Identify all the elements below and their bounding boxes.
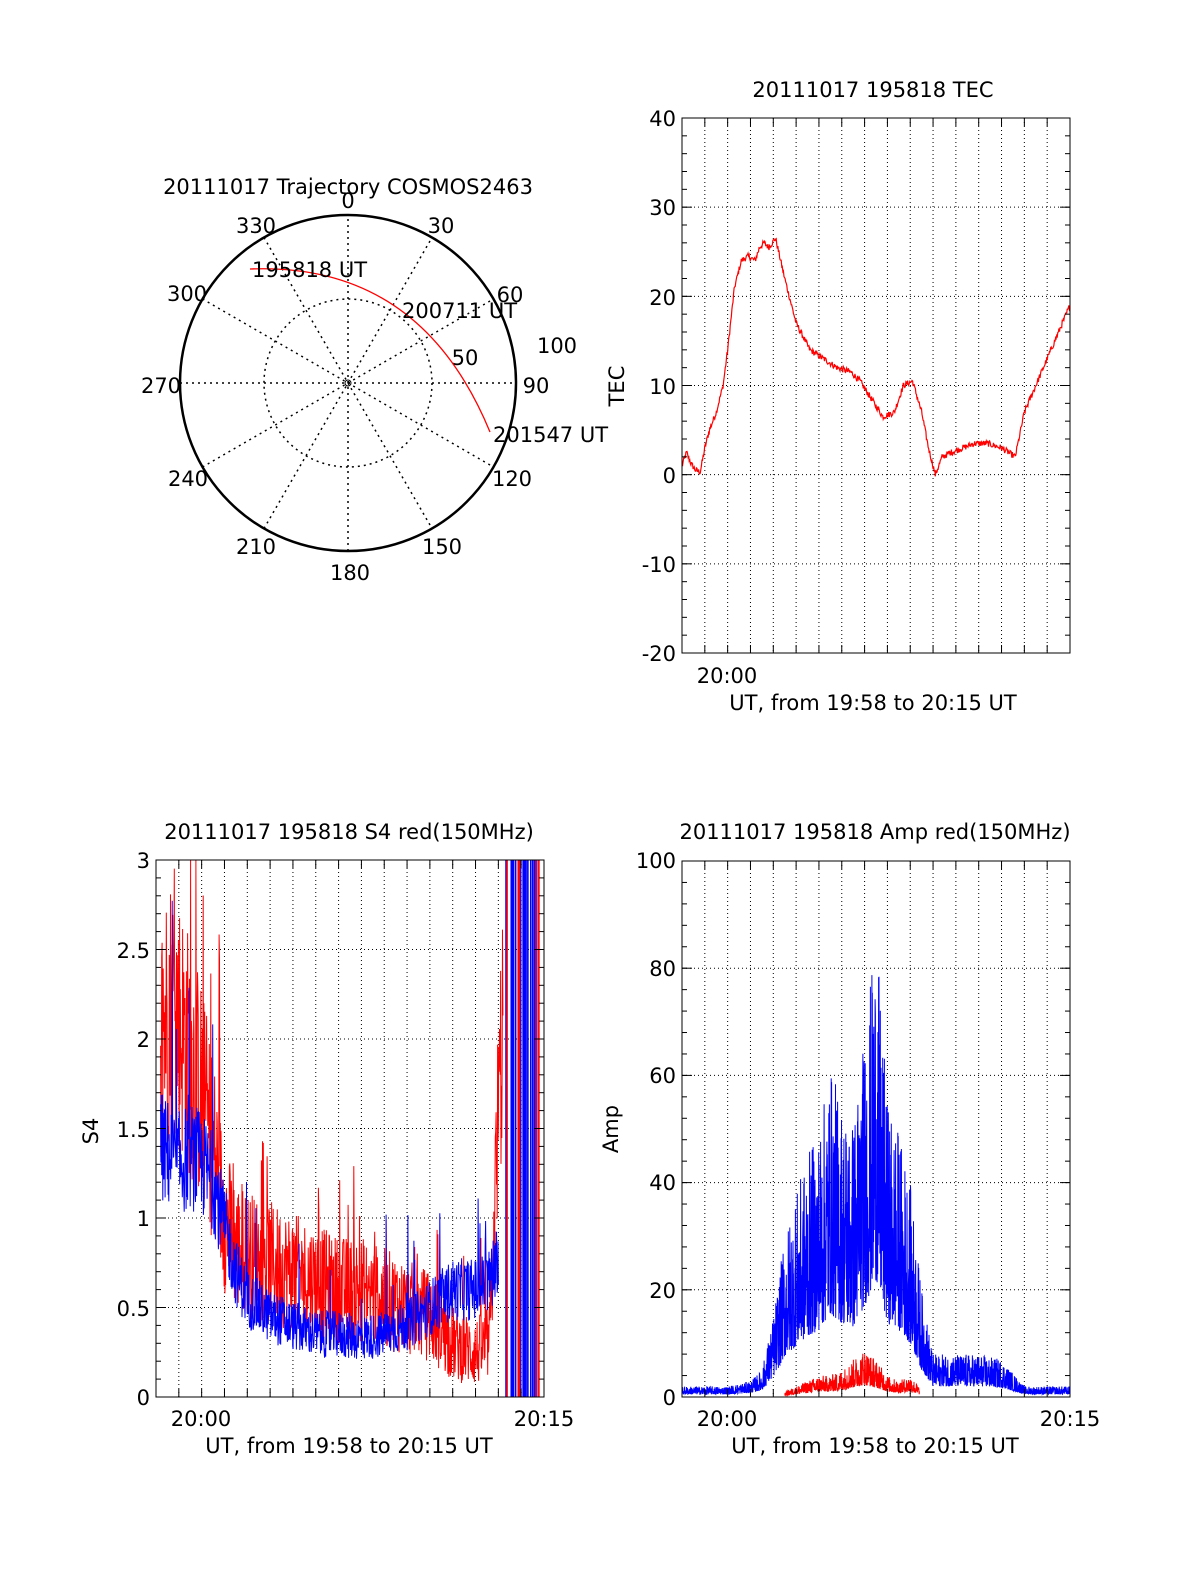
amp-series-red	[784, 1353, 920, 1398]
trajectory-line	[249, 268, 491, 433]
s4-ytick: 2	[137, 1028, 150, 1052]
az-label-300: 300	[167, 282, 207, 306]
az-label-210: 210	[236, 535, 276, 559]
amp-ytick: 100	[636, 849, 676, 873]
s4-ytick: 1	[137, 1207, 150, 1231]
amp-ytick: 20	[649, 1279, 676, 1303]
s4-ytick: 1.5	[117, 1118, 150, 1142]
tec-title: 20111017 195818 TEC	[752, 78, 993, 102]
s4-title: 20111017 195818 S4 red(150MHz)	[164, 820, 534, 844]
polar-azimuth-labels: 0 30 60 90 120 150 180 210 240 270 300 3…	[141, 189, 577, 585]
polar-panel: 20111017 Trajectory COSMOS2463 0 30 60 9…	[141, 175, 608, 585]
polar-title: 20111017 Trajectory COSMOS2463	[163, 175, 533, 199]
elev-label-50: 50	[452, 346, 479, 370]
tec-ytick: -20	[642, 642, 676, 666]
az-label-330: 330	[236, 214, 276, 238]
tec-series	[681, 237, 1071, 477]
az-label-150: 150	[422, 535, 462, 559]
tec-grid	[682, 118, 1070, 653]
amp-ytick: 40	[649, 1171, 676, 1195]
amp-xtick: 20:15	[1040, 1407, 1101, 1431]
az-label-240: 240	[168, 467, 208, 491]
amp-series-blue	[681, 975, 1071, 1397]
amp-xlabel: UT, from 19:58 to 20:15 UT	[731, 1434, 1019, 1458]
az-label-180: 180	[330, 561, 370, 585]
tec-series-line	[681, 237, 1071, 477]
amp-ticks	[682, 860, 1070, 1398]
s4-xtick: 20:00	[171, 1407, 232, 1431]
polar-center	[344, 379, 352, 387]
az-label-60: 60	[497, 283, 524, 307]
s4-ytick: 0	[137, 1386, 150, 1410]
tec-frame	[681, 117, 1071, 654]
polar-grid	[180, 215, 516, 551]
tec-xlabel: UT, from 19:58 to 20:15 UT	[729, 691, 1017, 715]
tec-ytick: 30	[649, 196, 676, 220]
tec-ytick: 10	[649, 375, 676, 399]
az-label-0: 0	[341, 189, 354, 213]
amp-ytick: 60	[649, 1064, 676, 1088]
amp-title: 20111017 195818 Amp red(150MHz)	[679, 820, 1070, 844]
s4-ytick: 0.5	[117, 1297, 150, 1321]
annotation-start: 195818 UT	[252, 258, 367, 282]
az-label-120: 120	[492, 467, 532, 491]
polar-outer-circle	[178, 213, 518, 553]
elev-label-100: 100	[537, 334, 577, 358]
amp-series	[681, 975, 1071, 1398]
s4-ticks	[156, 859, 544, 1398]
s4-series	[160, 859, 540, 1397]
amp-y-tick-labels: 0 20 40 60 80 100	[636, 849, 676, 1410]
tec-ytick: 0	[663, 464, 676, 488]
amp-xtick: 20:00	[697, 1407, 758, 1431]
amp-ytick: 0	[663, 1386, 676, 1410]
az-label-270: 270	[141, 374, 181, 398]
s4-series-blue	[160, 900, 499, 1359]
polar-spoke	[263, 237, 433, 529]
tec-ylabel: TEC	[605, 366, 629, 408]
amp-panel: 20111017 195818 Amp red(150MHz) 0 20 40 …	[599, 820, 1100, 1458]
s4-xlabel: UT, from 19:58 to 20:15 UT	[205, 1434, 493, 1458]
s4-ytick: 3	[137, 849, 150, 873]
az-label-30: 30	[428, 214, 455, 238]
s4-xtick: 20:15	[514, 1407, 575, 1431]
tec-ytick: -10	[642, 553, 676, 577]
tec-y-tick-labels: -20 -10 0 10 20 30 40	[642, 107, 676, 666]
amp-ylabel: Amp	[599, 1105, 623, 1153]
polar-inner-circle	[263, 298, 433, 468]
annotation-end: 201547 UT	[493, 423, 608, 447]
s4-ytick: 2.5	[117, 939, 150, 963]
s4-y-tick-labels: 0 0.5 1 1.5 2 2.5 3	[117, 849, 150, 1410]
tec-ytick: 40	[649, 107, 676, 131]
s4-ylabel: S4	[79, 1118, 103, 1145]
tec-ticks	[682, 117, 1070, 654]
s4-panel: 20111017 195818 S4 red(150MHz) 0 0.5 1 1…	[79, 820, 574, 1458]
amp-ytick: 80	[649, 957, 676, 981]
tec-panel: 20111017 195818 TEC -20 -10 0 10 20 30 4…	[605, 78, 1071, 715]
amp-frame	[681, 860, 1071, 1398]
az-label-90: 90	[523, 374, 550, 398]
annotation-mid: 200711 UT	[402, 299, 517, 323]
tec-xtick: 20:00	[697, 664, 758, 688]
tec-ytick: 20	[649, 286, 676, 310]
